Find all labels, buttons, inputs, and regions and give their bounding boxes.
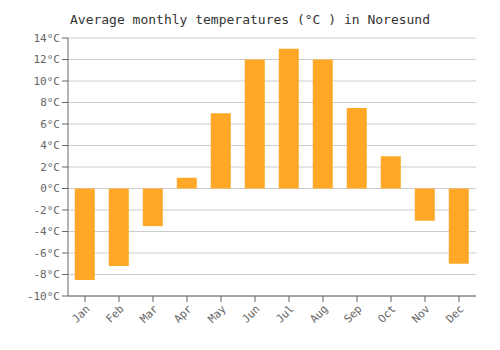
svg-text:Feb: Feb	[103, 302, 126, 325]
svg-text:-8°C: -8°C	[34, 268, 61, 281]
svg-text:Jul: Jul	[273, 302, 296, 325]
svg-text:10°C: 10°C	[34, 75, 61, 88]
html-text:Average monthly temperatures (: Average monthly temperatures (°C ) in No…	[70, 12, 430, 27]
svg-text:6°C: 6°C	[40, 118, 60, 131]
svg-text:14°C: 14°C	[34, 32, 61, 45]
svg-text:Jan: Jan	[69, 302, 92, 325]
svg-text:12°C: 12°C	[34, 53, 61, 66]
svg-text:Apr: Apr	[171, 302, 195, 326]
svg-text:May: May	[205, 302, 229, 326]
svg-text:Oct: Oct	[375, 302, 398, 325]
svg-text:4°C: 4°C	[40, 139, 60, 152]
svg-text:Mar: Mar	[137, 302, 161, 326]
svg-text:0°C: 0°C	[40, 182, 60, 195]
svg-text:2°C: 2°C	[40, 161, 60, 174]
svg-text:Aug: Aug	[307, 302, 330, 325]
svg-text:8°C: 8°C	[40, 96, 60, 109]
svg-text:Sep: Sep	[341, 302, 364, 325]
svg-text:-10°C: -10°C	[27, 290, 60, 303]
svg-text:-6°C: -6°C	[34, 247, 61, 260]
svg-text:Nov: Nov	[409, 302, 433, 326]
svg-text:-2°C: -2°C	[34, 204, 61, 217]
svg-text:-4°C: -4°C	[34, 225, 61, 238]
svg-text:Dec: Dec	[443, 302, 466, 325]
svg-text:Jun: Jun	[239, 302, 262, 325]
